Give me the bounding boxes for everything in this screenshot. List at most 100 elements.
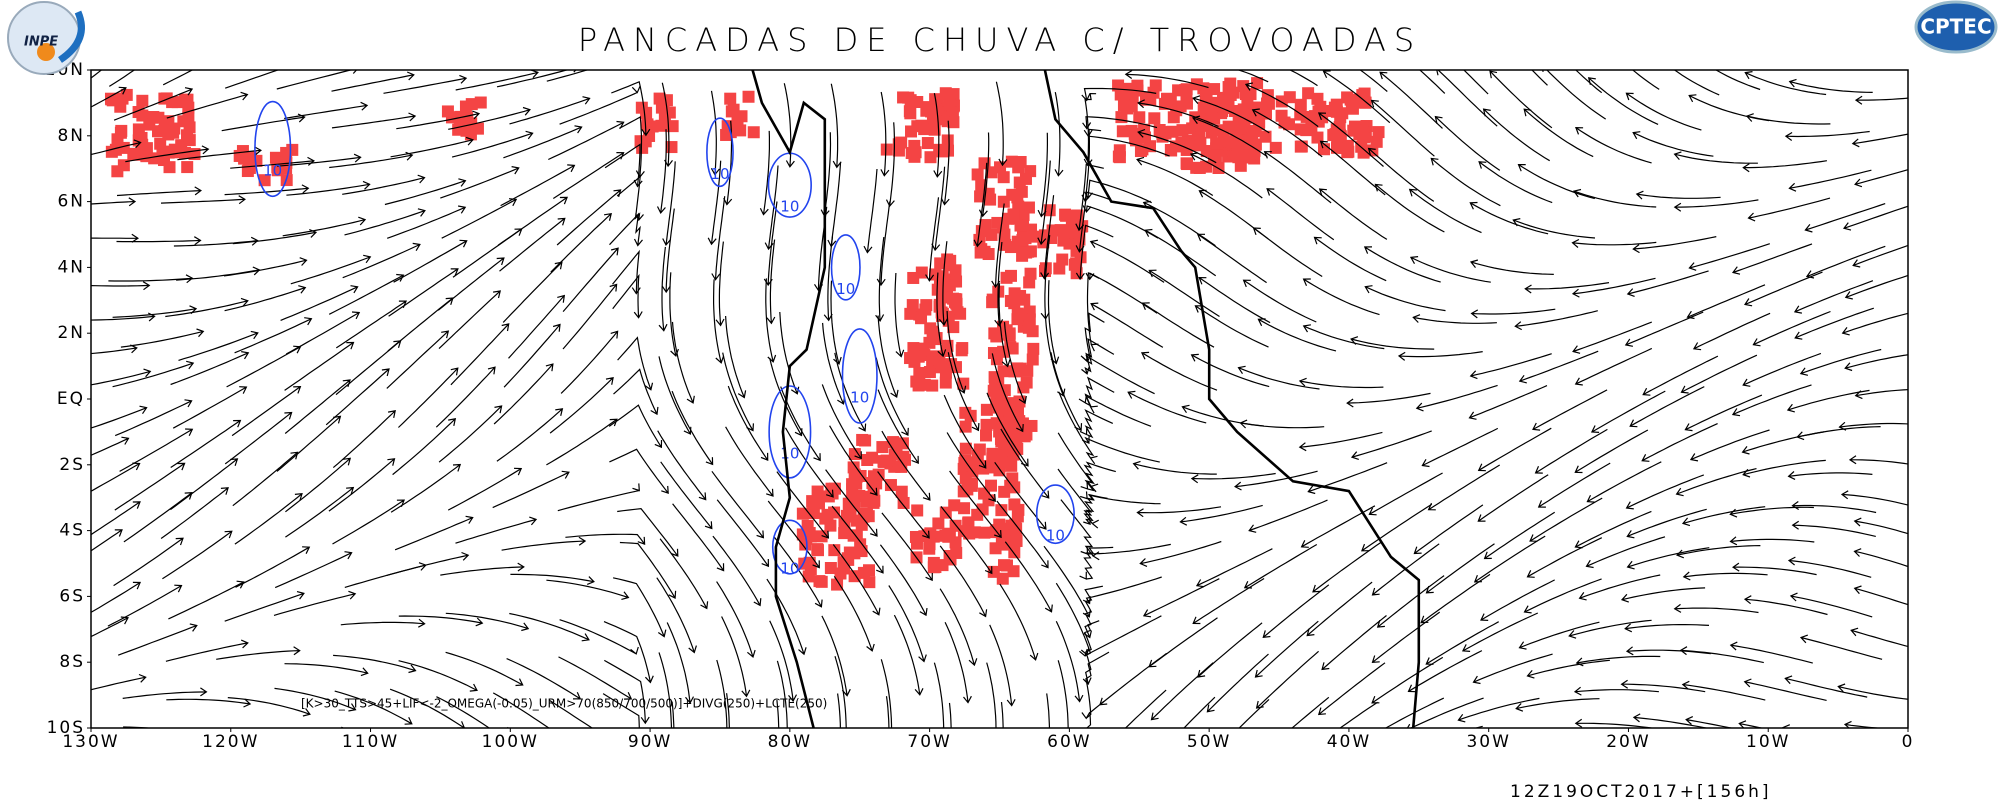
logo-oval — [1914, 0, 1998, 54]
streamline — [548, 120, 625, 161]
streamline — [91, 233, 139, 243]
streamline — [397, 367, 459, 428]
rain-cell — [838, 527, 851, 540]
x-tick-label: 100W — [482, 732, 539, 752]
streamline — [91, 86, 127, 108]
streamline — [216, 646, 301, 660]
rain-cell — [1023, 313, 1036, 326]
streamline — [170, 351, 250, 386]
streamline — [1568, 619, 1652, 639]
streamline — [1682, 571, 1768, 581]
streamline — [825, 469, 878, 537]
streamline — [1586, 461, 1662, 503]
streamline — [1731, 384, 1812, 417]
streamline — [707, 160, 722, 246]
x-tick-label: 20W — [1606, 732, 1650, 752]
streamline — [282, 216, 367, 237]
streamline — [285, 486, 355, 538]
streamline — [1081, 651, 1110, 720]
rain-cell — [258, 174, 271, 187]
streamline — [394, 515, 474, 551]
rain-cell — [961, 483, 974, 496]
rain-cell — [1016, 234, 1029, 247]
streamline — [837, 693, 841, 728]
streamline — [1841, 312, 1908, 336]
streamline — [1482, 108, 1551, 162]
streamline — [1054, 91, 1064, 177]
streamline — [1082, 116, 1158, 130]
streamline — [995, 81, 1008, 167]
streamline — [1480, 579, 1555, 621]
streamline — [879, 544, 928, 617]
rain-cell — [181, 161, 194, 174]
rain-cell — [840, 509, 853, 522]
streamline — [658, 246, 668, 332]
streamline — [832, 544, 881, 616]
rain-cell — [933, 300, 946, 313]
streamline — [617, 336, 654, 391]
rain-cell — [1205, 126, 1218, 139]
streamline — [290, 254, 372, 285]
streamline — [875, 237, 885, 322]
streamline — [1635, 190, 1721, 200]
streamline — [946, 432, 996, 502]
streamline — [1784, 130, 1870, 141]
rain-cell — [286, 143, 299, 156]
streamline — [1787, 471, 1873, 480]
streamline — [108, 274, 194, 284]
streamline — [1430, 157, 1501, 207]
streamline — [1534, 428, 1608, 474]
rain-cell — [939, 376, 952, 389]
streamline — [1075, 224, 1114, 281]
streamline — [285, 457, 352, 513]
streamline — [493, 363, 554, 425]
streamline — [503, 125, 583, 159]
streamline — [1853, 548, 1908, 568]
rain-cell — [989, 542, 1002, 555]
streamline — [938, 241, 948, 326]
streamline — [1477, 427, 1552, 472]
streamline — [1714, 70, 1761, 91]
streamline — [1361, 503, 1433, 552]
streamline — [286, 180, 371, 196]
streamline — [125, 145, 210, 163]
logo-text: CPTEC — [1920, 15, 1991, 39]
streamline — [1477, 474, 1549, 522]
rain-cell — [994, 432, 1007, 445]
streamline — [325, 368, 390, 426]
streamline — [91, 312, 156, 322]
rain-cell — [815, 530, 828, 543]
streamline — [1673, 70, 1720, 96]
streamline — [1571, 238, 1657, 248]
streamline — [1854, 388, 1908, 400]
streamline — [107, 584, 183, 627]
rain-cell — [905, 125, 918, 138]
rain-cell — [1295, 140, 1308, 153]
streamline — [773, 536, 823, 608]
rain-cell — [993, 386, 1006, 399]
streamline — [1243, 543, 1318, 589]
contour — [841, 328, 878, 424]
streamline — [1046, 693, 1051, 728]
streamline — [1575, 70, 1603, 94]
streamline — [388, 268, 459, 317]
streamline — [1470, 308, 1556, 319]
rain-cell — [803, 556, 816, 569]
streamline — [1512, 218, 1596, 239]
streamline — [1057, 660, 1069, 728]
streamline — [548, 699, 594, 728]
streamline — [1523, 578, 1602, 614]
streamline — [1679, 646, 1764, 664]
streamline — [759, 130, 770, 216]
streamline — [833, 575, 875, 652]
streamline — [1321, 615, 1387, 671]
streamline — [1137, 99, 1219, 128]
streamline — [1787, 556, 1872, 578]
streamline — [722, 352, 754, 432]
rain-cell — [120, 88, 133, 101]
streamline — [170, 458, 239, 511]
streamline — [510, 573, 595, 585]
streamline — [223, 257, 308, 277]
rain-cell — [639, 135, 652, 148]
streamline — [1288, 70, 1318, 87]
